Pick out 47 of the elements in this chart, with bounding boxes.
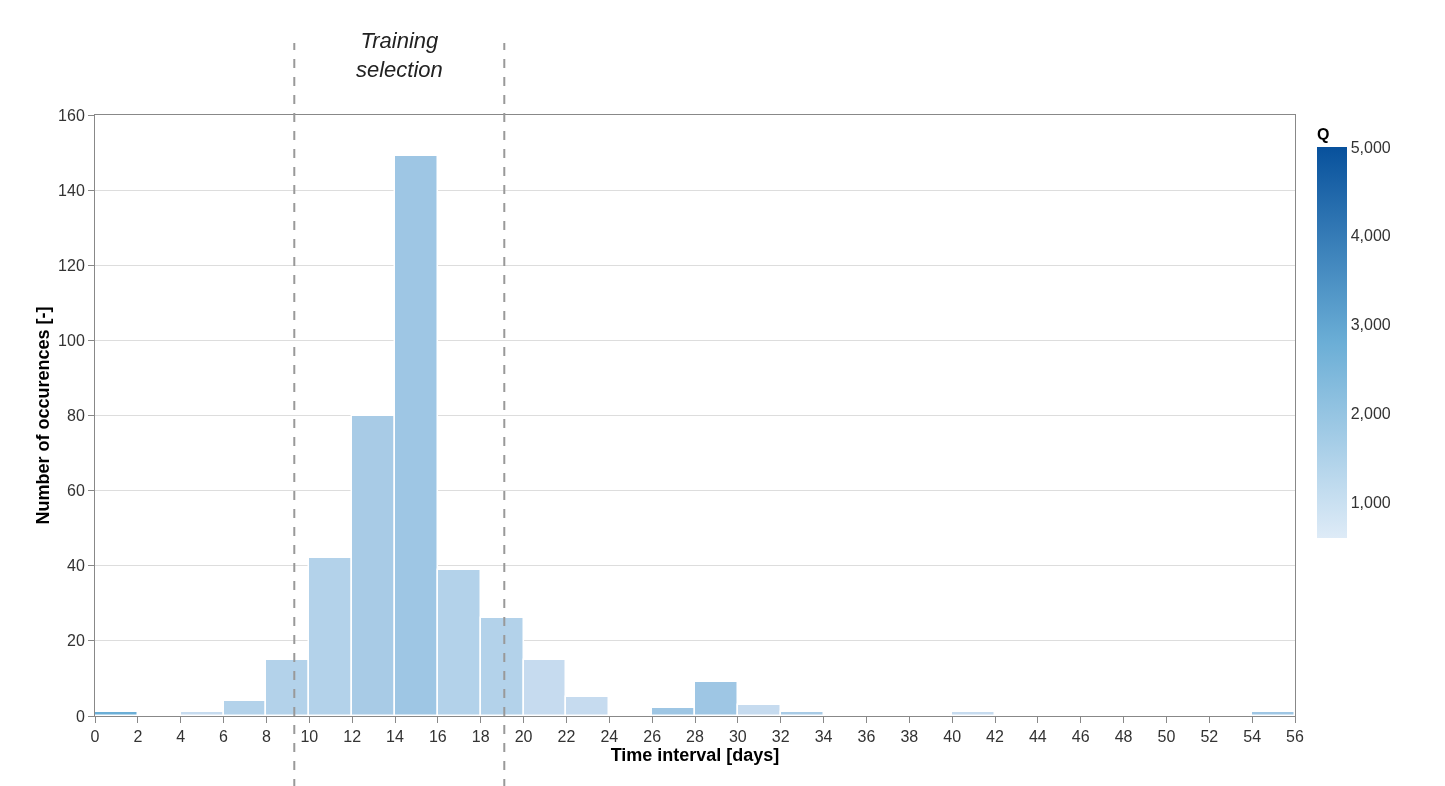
y-tick-label: 20 bbox=[67, 632, 85, 650]
x-tick-label: 42 bbox=[986, 728, 1004, 746]
y-axis-title: Number of occurences [-] bbox=[33, 306, 53, 525]
x-tick-label: 44 bbox=[1028, 728, 1047, 746]
y-tick-label: 0 bbox=[75, 707, 85, 725]
color-bar-label: 4,000 bbox=[1350, 227, 1391, 245]
x-tick-label: 16 bbox=[428, 728, 447, 746]
x-tick-label: 48 bbox=[1114, 728, 1133, 746]
y-tick-label: 100 bbox=[58, 331, 85, 349]
x-tick-label: 28 bbox=[686, 728, 704, 746]
x-tick-label: 32 bbox=[771, 728, 790, 746]
x-tick-label: 56 bbox=[1286, 728, 1304, 746]
x-tick-label: 22 bbox=[557, 728, 576, 746]
x-tick-label: 6 bbox=[219, 728, 229, 746]
y-tick-label: 140 bbox=[58, 181, 85, 199]
y-tick-label: 60 bbox=[67, 482, 85, 500]
y-tick-label: 40 bbox=[67, 557, 85, 575]
x-tick-label: 38 bbox=[900, 728, 919, 746]
y-tick-label: 120 bbox=[58, 256, 85, 274]
x-tick-label: 0 bbox=[90, 728, 100, 746]
text: Training selection bbox=[356, 28, 443, 82]
x-tick-label: 52 bbox=[1200, 728, 1219, 746]
y-tick-label: 80 bbox=[67, 407, 85, 425]
x-tick-label: 14 bbox=[386, 728, 404, 746]
x-tick-label: 8 bbox=[261, 728, 271, 746]
x-tick-label: 2 bbox=[133, 728, 143, 746]
color-bar-label: 5,000 bbox=[1350, 138, 1391, 156]
x-tick-label: 20 bbox=[514, 728, 533, 746]
color-bar-title: Q bbox=[1317, 126, 1330, 143]
x-tick-label: 10 bbox=[300, 728, 319, 746]
x-tick-label: 54 bbox=[1243, 728, 1262, 746]
x-tick-label: 18 bbox=[471, 728, 490, 746]
x-tick-label: 36 bbox=[857, 728, 876, 746]
y-tick-label: 160 bbox=[58, 106, 85, 124]
x-tick-label: 40 bbox=[943, 728, 962, 746]
x-tick-label: 46 bbox=[1071, 728, 1090, 746]
color-bar-label: 2,000 bbox=[1350, 405, 1391, 423]
x-tick-label: 30 bbox=[728, 728, 747, 746]
x-tick-label: 24 bbox=[600, 728, 619, 746]
x-tick-label: 26 bbox=[643, 728, 662, 746]
x-tick-label: 4 bbox=[176, 728, 186, 746]
color-bar-label: 1,000 bbox=[1350, 494, 1391, 512]
x-axis-title: Time interval [days] bbox=[610, 745, 780, 766]
x-tick-label: 50 bbox=[1157, 728, 1176, 746]
color-bar-label: 3,000 bbox=[1350, 316, 1391, 334]
x-tick-label: 12 bbox=[343, 728, 362, 746]
x-tick-label: 34 bbox=[814, 728, 833, 746]
